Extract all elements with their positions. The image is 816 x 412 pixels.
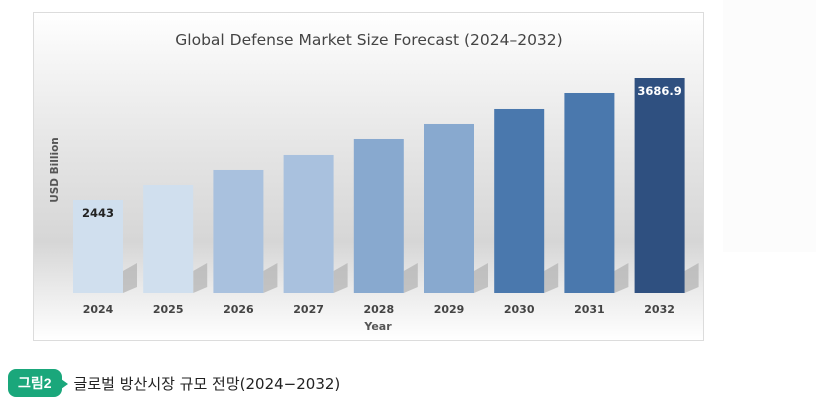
background-panel — [723, 0, 816, 252]
x-tick-label: 2026 — [223, 303, 254, 316]
data-label: 3686.9 — [637, 84, 681, 98]
figure-badge: 그림2 — [8, 369, 68, 397]
bar-2032 — [634, 78, 685, 293]
x-tick-label: 2025 — [153, 303, 184, 316]
bar-2024 — [73, 200, 123, 293]
x-tick-label: 2028 — [363, 303, 394, 316]
bar-shadow — [263, 263, 278, 293]
figure-caption: 그림2 글로벌 방산시장 규모 전망(2024−2032) — [8, 369, 340, 397]
bar-shadow — [684, 263, 699, 293]
bar-2025 — [143, 184, 194, 293]
x-tick-label: 2024 — [83, 303, 114, 316]
y-axis-label: USD Billion — [49, 137, 61, 203]
bar-shadow — [403, 263, 418, 293]
bar-2027 — [283, 154, 334, 293]
x-tick-label: 2031 — [574, 303, 605, 316]
data-label: 2443 — [82, 206, 114, 220]
bar-shadow — [333, 263, 348, 293]
chart-title: Global Defense Market Size Forecast (202… — [175, 31, 562, 49]
bar-2028 — [353, 138, 404, 293]
x-tick-label: 2030 — [504, 303, 535, 316]
x-tick-label: 2029 — [434, 303, 465, 316]
bar-shadow — [544, 263, 559, 293]
bar-shadow — [614, 263, 629, 293]
bar-2031 — [564, 92, 615, 294]
x-axis-label: Year — [363, 320, 392, 333]
bar-shadow — [193, 263, 208, 293]
bar-2029 — [424, 123, 474, 293]
bar-2026 — [213, 169, 264, 293]
x-tick-label: 2032 — [644, 303, 675, 316]
bar-chart: Global Defense Market Size Forecast (202… — [49, 31, 699, 333]
bar-shadow — [474, 263, 488, 293]
bar-2030 — [494, 108, 545, 294]
x-tick-label: 2027 — [293, 303, 324, 316]
caption-text: 글로벌 방산시장 규모 전망(2024−2032) — [73, 374, 341, 393]
bar-shadow — [123, 263, 137, 293]
